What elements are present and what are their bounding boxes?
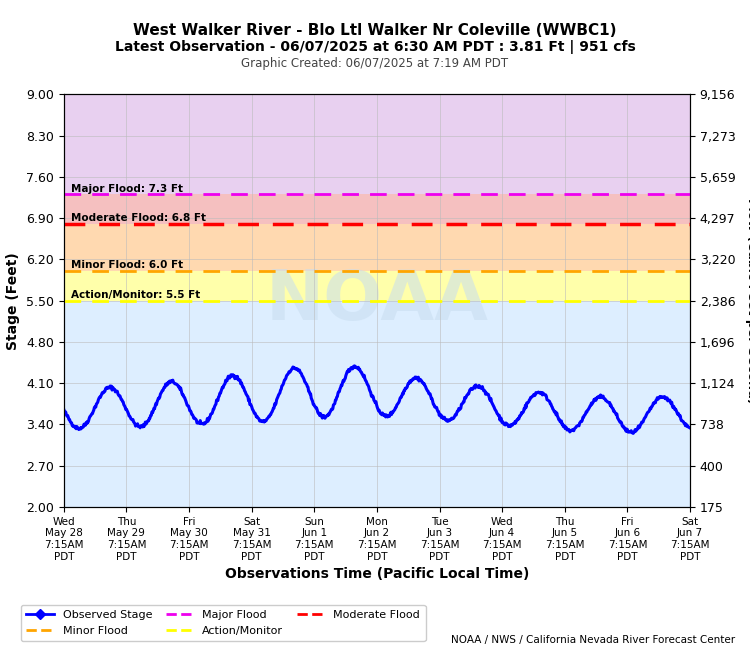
Bar (64, 224, 690, 271)
Text: NOAA / NWS / California Nevada River Forecast Center: NOAA / NWS / California Nevada River For… (451, 635, 735, 645)
Y-axis label: Flow (Cubic Feet per Second): Flow (Cubic Feet per Second) (745, 198, 750, 404)
Text: Major Flood: 7.3 Ft: Major Flood: 7.3 Ft (71, 183, 183, 194)
Text: Action/Monitor: 5.5 Ft: Action/Monitor: 5.5 Ft (71, 290, 200, 300)
Bar (64, 94, 690, 194)
Text: Minor Flood: 6.0 Ft: Minor Flood: 6.0 Ft (71, 260, 184, 270)
Bar (64, 194, 690, 224)
Text: NOAA: NOAA (266, 267, 488, 334)
Legend: Observed Stage, Minor Flood, Major Flood, Action/Monitor, Moderate Flood: Observed Stage, Minor Flood, Major Flood… (20, 604, 425, 641)
Bar (64, 271, 690, 300)
Text: Latest Observation - 06/07/2025 at 6:30 AM PDT : 3.81 Ft | 951 cfs: Latest Observation - 06/07/2025 at 6:30 … (115, 40, 635, 55)
Y-axis label: Stage (Feet): Stage (Feet) (7, 252, 20, 350)
Text: Moderate Flood: 6.8 Ft: Moderate Flood: 6.8 Ft (71, 213, 206, 223)
Text: Graphic Created: 06/07/2025 at 7:19 AM PDT: Graphic Created: 06/07/2025 at 7:19 AM P… (242, 57, 509, 70)
Text: West Walker River - Blo Ltl Walker Nr Coleville (WWBC1): West Walker River - Blo Ltl Walker Nr Co… (134, 23, 616, 38)
X-axis label: Observations Time (Pacific Local Time): Observations Time (Pacific Local Time) (225, 567, 529, 581)
Bar (64, 300, 690, 507)
